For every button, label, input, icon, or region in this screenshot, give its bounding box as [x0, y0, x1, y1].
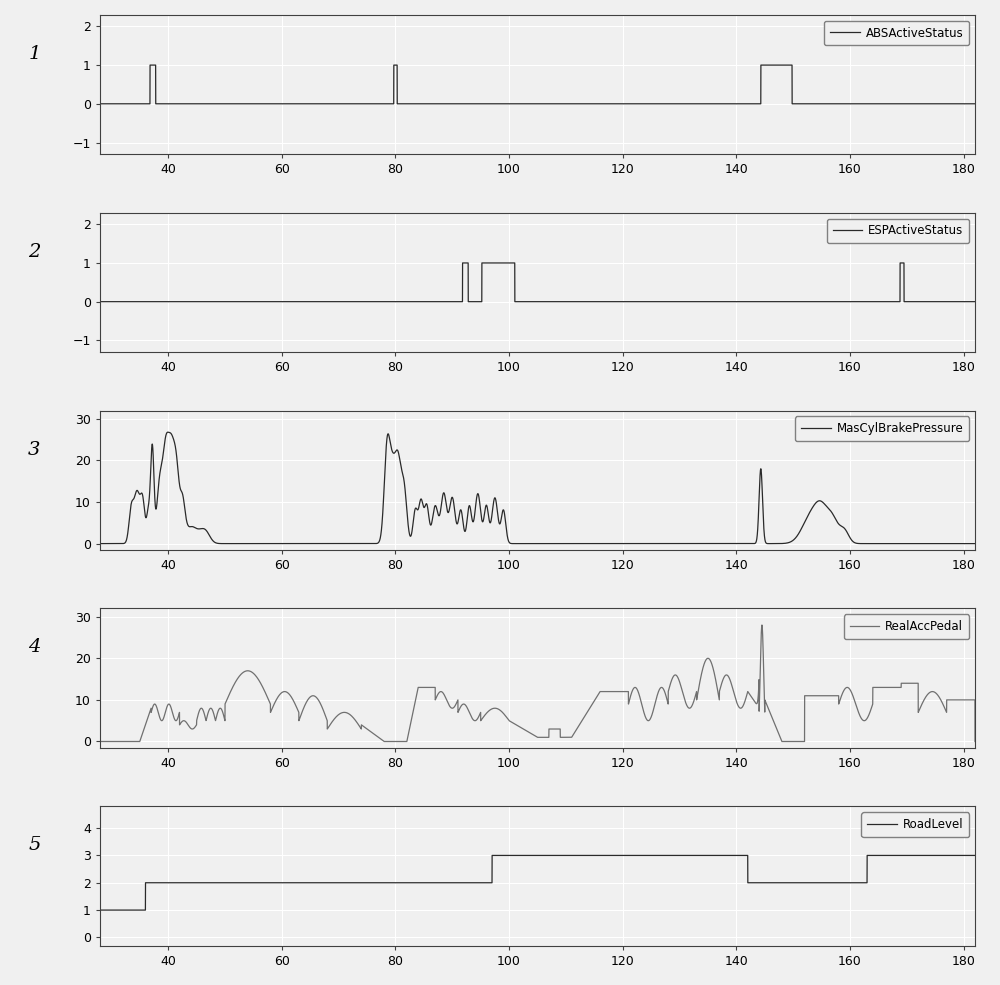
Legend: ESPActiveStatus: ESPActiveStatus: [827, 219, 969, 243]
Text: 1: 1: [28, 44, 41, 63]
Legend: RoadLevel: RoadLevel: [861, 813, 969, 837]
Legend: MasCylBrakePressure: MasCylBrakePressure: [795, 417, 969, 441]
Text: 2: 2: [28, 242, 41, 261]
Legend: ABSActiveStatus: ABSActiveStatus: [824, 21, 969, 45]
Text: 5: 5: [28, 836, 41, 854]
Text: 3: 3: [28, 440, 41, 459]
Legend: RealAccPedal: RealAccPedal: [844, 615, 969, 639]
Text: 4: 4: [28, 638, 41, 656]
